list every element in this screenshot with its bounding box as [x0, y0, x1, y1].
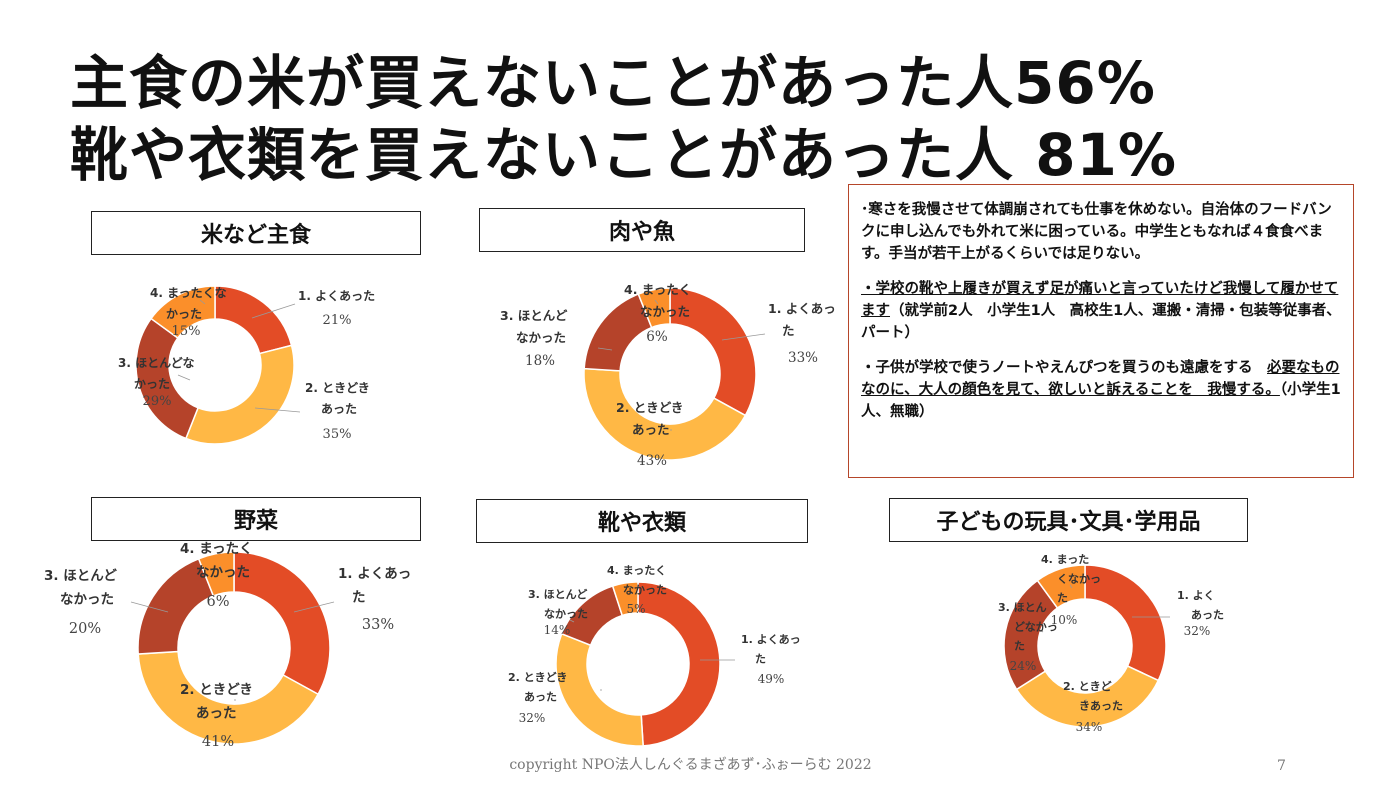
- slice-often-meat-fish: [669, 287, 757, 417]
- label-sometimes-school-supplies: 2. ときどきあった: [1063, 680, 1123, 712]
- comment-3: ・子供が学校で使うノートやえんぴつを買うのも遠慮をする 必要なものなのに、大人の…: [861, 357, 1341, 423]
- leader-line-never-vegetables: [219, 565, 223, 571]
- slice-often-staple-food: [214, 285, 293, 355]
- pct-often-school-supplies: 32%: [1184, 624, 1211, 638]
- label-rarely-shoes-clothes: 3. ほとんどなかった: [528, 588, 588, 620]
- donut-meat-fish: 1. よくあった 2. ときどきあった 3. ほとんどなかった 4. まったくなかった…: [500, 282, 836, 469]
- leader-line-never-shoes-clothes: [629, 591, 633, 595]
- leader-line-rarely-school-supplies: [1039, 629, 1044, 633]
- slice-never-school-supplies: [1036, 564, 1086, 610]
- slice-never-meat-fish: [637, 287, 671, 329]
- comment-1: ･寒さを我慢させて体調崩されても仕事を休めない。自治体のフードバンクに申し込んで…: [861, 202, 1332, 262]
- slice-often-school-supplies: [1084, 564, 1167, 682]
- slice-never-vegetables: [197, 551, 235, 597]
- label-often-shoes-clothes: 1. よくあった: [741, 633, 801, 665]
- copyright-footer: copyright NPO法人しんぐるまざあず･ふぉーらむ 2022: [509, 757, 872, 773]
- comment-2: ・学校の靴や上履きが買えず足が痛いと言っていたけど我慢して履かせてます（就学前2…: [861, 278, 1341, 344]
- leader-line-rarely-staple-food: [177, 374, 191, 381]
- pct-never-meat-fish: 6%: [646, 329, 668, 345]
- pct-sometimes-shoes-clothes: 32%: [519, 711, 546, 725]
- leader-line-never-school-supplies: [1069, 584, 1073, 589]
- slice-never-staple-food: [150, 285, 216, 340]
- label-often-school-supplies: 1. よくあった: [1177, 589, 1224, 621]
- label-sometimes-shoes-clothes: 2. ときどきあった: [508, 671, 567, 703]
- headline-line-1: 主食の米が買えないことがあった人56%: [70, 49, 1156, 117]
- pct-rarely-meat-fish: 18%: [525, 353, 555, 369]
- pct-sometimes-meat-fish: 43%: [637, 453, 667, 469]
- leader-line-often-staple-food: [251, 303, 296, 319]
- label-rarely-meat-fish: 3. ほとんどなかった: [500, 308, 568, 345]
- label-rarely-staple-food: 3. ほとんどなかった: [118, 356, 195, 391]
- leader-line-often-meat-fish: [721, 333, 766, 341]
- label-never-vegetables: 4. まったくなかった: [180, 541, 253, 581]
- slice-rarely-shoes-clothes: [560, 585, 624, 647]
- pct-often-meat-fish: 33%: [788, 350, 818, 366]
- pct-rarely-school-supplies: 24%: [1010, 659, 1037, 673]
- label-often-staple-food: 1. よくあった: [298, 289, 375, 303]
- label-sometimes-vegetables: 2. ときどきあった: [180, 682, 253, 722]
- slice-sometimes-vegetables: [137, 650, 320, 745]
- pct-sometimes-vegetables: 41%: [202, 734, 234, 750]
- slice-sometimes-school-supplies: [1015, 665, 1160, 728]
- pct-rarely-shoes-clothes: 14%: [544, 623, 571, 637]
- label-never-school-supplies: 4. まったくなかった: [1041, 553, 1101, 605]
- leader-line-rarely-vegetables: [130, 601, 169, 613]
- leader-line-rarely-meat-fish: [597, 347, 613, 351]
- comment-2-detail: （就学前2人 小学生1人 高校生1人、運搬・清掃・包装等従事者、パート）: [861, 303, 1341, 341]
- pct-often-staple-food: 21%: [323, 313, 352, 328]
- chart-title-meat-fish: 肉や魚: [479, 208, 805, 252]
- comment-3-detail: （小学生1人、無職）: [861, 382, 1341, 420]
- leader-line-sometimes-staple-food: [254, 407, 301, 413]
- pct-rarely-vegetables: 20%: [69, 621, 101, 637]
- comment-3-text: ・子供が学校で使うノートやえんぴつを買うのも遠慮をする: [861, 360, 1267, 376]
- pct-rarely-staple-food: 29%: [143, 394, 172, 409]
- label-often-meat-fish: 1. よくあった: [768, 301, 836, 338]
- slice-sometimes-staple-food: [184, 344, 295, 445]
- pct-sometimes-staple-food: 35%: [323, 427, 352, 442]
- label-rarely-school-supplies: 3. ほとんどなかった: [998, 601, 1058, 653]
- pct-often-shoes-clothes: 49%: [758, 672, 785, 686]
- comment-box: ･寒さを我慢させて体調崩されても仕事を休めない。自治体のフードバンクに申し込んで…: [848, 184, 1354, 478]
- slice-often-shoes-clothes: [637, 581, 721, 747]
- slice-sometimes-shoes-clothes: [555, 632, 644, 747]
- chart-title-school-supplies: 子どもの玩具･文具･学用品: [889, 498, 1248, 542]
- label-sometimes-staple-food: 2. ときどきあった: [305, 381, 370, 416]
- pct-never-school-supplies: 10%: [1051, 613, 1078, 627]
- pct-never-vegetables: 6%: [206, 594, 229, 610]
- comment-3-underlined: 必要なものなのに、大人の顔色を見て、欲しいと訴えることを 我慢する。: [861, 360, 1340, 398]
- label-never-staple-food: 4. まったくなかった: [150, 286, 227, 321]
- slice-rarely-staple-food: [135, 317, 200, 440]
- slice-sometimes-meat-fish: [583, 367, 747, 461]
- label-sometimes-meat-fish: 2. ときどきあった: [616, 400, 683, 437]
- slice-rarely-school-supplies: [1003, 579, 1059, 691]
- label-never-shoes-clothes: 4. まったくなかった: [607, 564, 667, 596]
- slice-often-vegetables: [233, 551, 331, 696]
- leader-line-rarely-shoes-clothes: [569, 619, 575, 623]
- chart-title-vegetables: 野菜: [91, 497, 421, 541]
- page-number: 7: [1277, 758, 1286, 774]
- label-never-meat-fish: 4. まったくなかった: [624, 282, 691, 319]
- headline-line-2: 靴や衣類を買えないことがあった人 81%: [70, 121, 1178, 189]
- donut-staple-food: 1. よくあった 2. ときどきあった 3. ほとんどなかった 4. まったくなかった…: [118, 285, 375, 445]
- slice-rarely-vegetables: [137, 557, 215, 655]
- donut-vegetables: 1. よくあった 2. ときどきあった 3. ほとんどなかった 4. まったくなかった…: [44, 541, 411, 750]
- pct-never-shoes-clothes: 5%: [626, 602, 645, 616]
- leader-line-often-vegetables: [293, 601, 335, 613]
- slice-never-shoes-clothes: [611, 581, 639, 617]
- label-rarely-vegetables: 3. ほとんどなかった: [44, 568, 117, 608]
- leader-line-never-staple-food: [199, 299, 206, 305]
- pct-often-vegetables: 33%: [362, 617, 394, 633]
- slice-rarely-meat-fish: [583, 293, 653, 372]
- pct-sometimes-school-supplies: 34%: [1076, 720, 1103, 734]
- pct-never-staple-food: 15%: [172, 324, 201, 339]
- leader-line-never-meat-fish: [654, 299, 659, 305]
- comment-2-underlined: ・学校の靴や上履きが買えず足が痛いと言っていたけど我慢して履かせてます: [861, 281, 1339, 319]
- chart-title-staple-food: 米など主食: [91, 211, 421, 255]
- donut-shoes-clothes: 1. よくあった 2. ときどきあった 3. ほとんどなかった 4. まったくなかった…: [508, 564, 801, 747]
- chart-title-shoes-clothes: 靴や衣類: [476, 499, 808, 543]
- label-often-vegetables: 1. よくあった: [338, 566, 411, 606]
